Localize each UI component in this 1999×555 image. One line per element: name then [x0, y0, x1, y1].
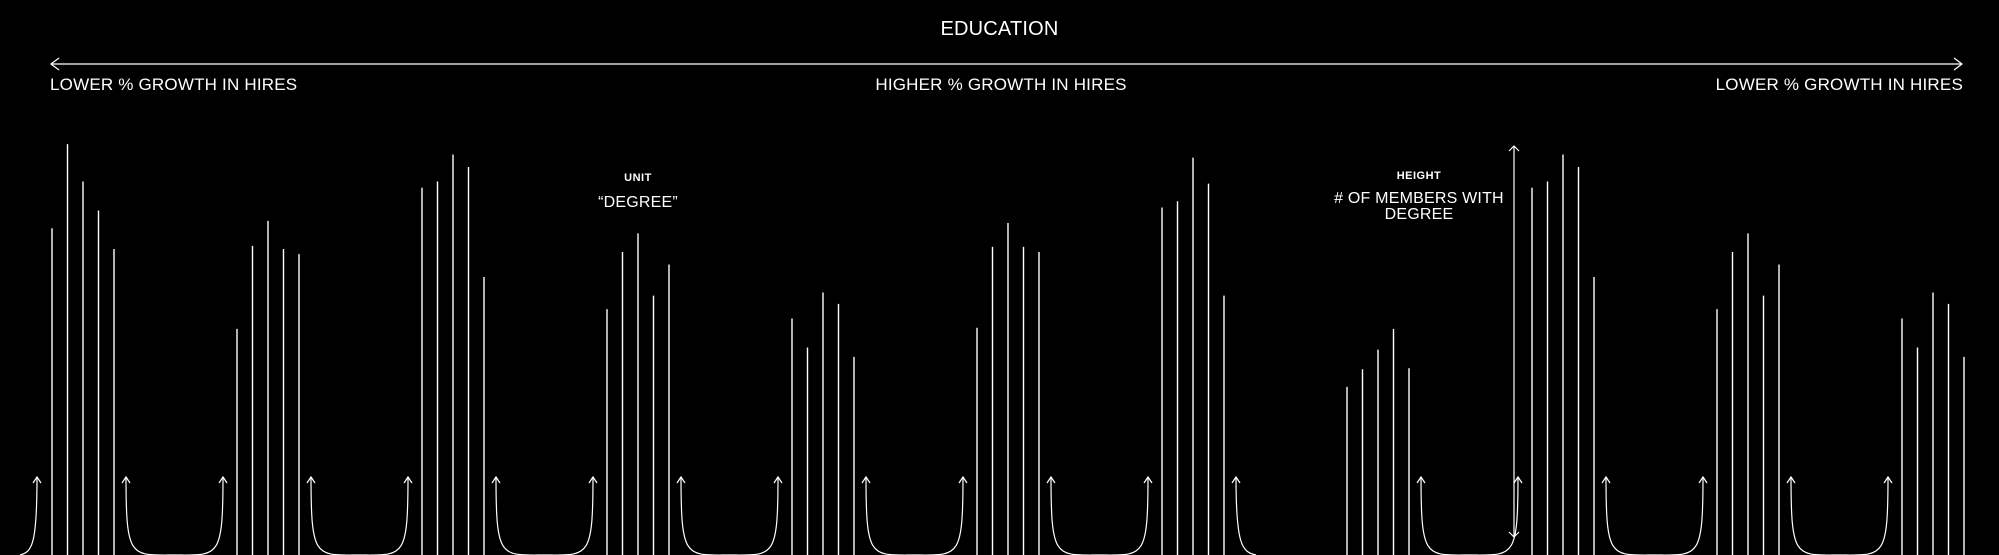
height-legend-text: # OF MEMBERS WITH DEGREE — [1334, 190, 1504, 223]
bar-marks — [51, 144, 1965, 555]
arc-arrowhead — [1046, 475, 1056, 484]
height-legend-title: HEIGHT — [1396, 170, 1442, 182]
arc-arrowhead — [491, 475, 501, 484]
arc-arrowhead — [1698, 475, 1708, 484]
growth-axis-right-arrow — [1953, 57, 1963, 71]
arc-arrowhead — [218, 475, 228, 484]
arc-arrowhead — [1786, 475, 1796, 484]
arc-arrowhead — [1143, 475, 1153, 484]
page-title: EDUCATION — [940, 18, 1059, 40]
arc-arrowhead — [958, 475, 968, 484]
unit-legend-title: UNIT — [624, 172, 652, 184]
arc-arrowhead — [773, 475, 783, 484]
arc-connector — [310, 476, 409, 555]
arc-connector — [680, 476, 779, 555]
arc-arrowhead — [676, 475, 686, 484]
unit-legend-text: “DEGREE” — [598, 194, 678, 211]
arc-arrowhead — [861, 475, 871, 484]
arc-arrowhead — [403, 475, 413, 484]
arc-connector — [1420, 476, 1519, 555]
arc-arrowhead — [121, 475, 131, 484]
arc-connector — [1605, 476, 1704, 555]
left-axis-label: LOWER % GROWTH IN HIRES — [50, 75, 298, 94]
arc-arrowhead — [1513, 475, 1523, 484]
arc-connector — [19, 476, 38, 555]
arc-arrowhead — [588, 475, 598, 484]
arc-connectors — [19, 475, 1893, 555]
arc-arrowhead — [1883, 475, 1893, 484]
right-axis-label: LOWER % GROWTH IN HIRES — [1715, 75, 1963, 94]
arc-connector — [125, 476, 224, 555]
center-axis-label: HIGHER % GROWTH IN HIRES — [875, 75, 1127, 94]
arc-connector — [1235, 476, 1257, 555]
arc-connector — [495, 476, 594, 555]
arc-connector — [865, 476, 964, 555]
arc-connector — [1050, 476, 1149, 555]
arc-arrowhead — [1601, 475, 1611, 484]
arc-arrowhead — [1416, 475, 1426, 484]
growth-axis-left-arrow — [50, 57, 60, 71]
arc-arrowhead — [32, 475, 42, 484]
arc-arrowhead — [1231, 475, 1241, 484]
height-indicator-top-arrow — [1508, 145, 1520, 152]
arc-arrowhead — [306, 475, 316, 484]
arc-connector — [1790, 476, 1889, 555]
